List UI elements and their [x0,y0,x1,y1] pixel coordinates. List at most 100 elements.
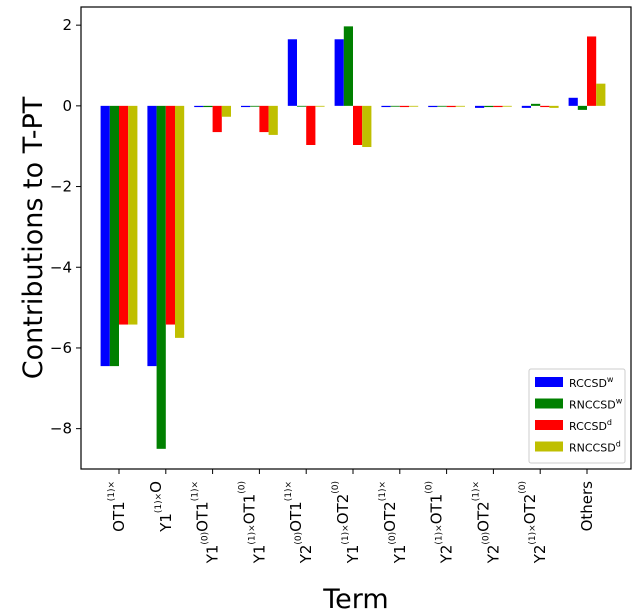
x-tick-label: Y1(1)×OT1(0) [237,481,268,564]
label-part: Y [297,553,315,564]
y-tick-label: −4 [50,258,72,276]
label-part: 1 [194,501,212,511]
bar-1-8 [428,105,438,108]
label-part: 1 [391,545,409,555]
label-part: Y [344,553,362,564]
label-part: Y [250,553,268,564]
bar-1-7 [381,105,391,108]
bar-4-3 [221,105,231,117]
label-superscript: (1)× [191,481,201,501]
label-part: 2 [297,545,315,555]
label-part: 2 [474,501,492,511]
label-part: Y [531,553,549,564]
label-part: 2 [334,494,352,504]
label-part: O [147,481,165,493]
label-superscript: (0) [518,481,528,494]
bar-2-1 [109,105,119,367]
label-part: OT [287,510,305,532]
bar-4-11 [596,83,606,106]
label-superscript: (1)× [154,493,164,513]
label-superscript: (0) [388,532,398,545]
bar-3-4 [259,105,269,133]
legend: RCCSDw RNCCSDw RCCSDd RNCCSDd [528,368,626,464]
label-superscript: (1)× [341,524,351,544]
label-part: 2 [381,501,399,511]
bar-3-1 [119,105,129,325]
label-superscript: (0) [237,481,247,494]
bar-1-6 [334,39,344,106]
y-axis-title: Contributions to T-PT [18,96,49,379]
label-part: OT [521,502,539,524]
bar-1-4 [241,105,251,108]
legend-swatch [535,420,563,430]
legend-label: RCCSDw [569,375,614,390]
legend-label: RNCCSDd [569,440,621,455]
bar-2-2 [156,105,166,449]
bar-3-8 [446,105,456,108]
x-tick-label: OT1(1)× [107,481,128,532]
label-part: 2 [438,545,456,555]
bars-group [100,26,606,449]
label-part: 1 [157,513,175,523]
bar-1-1 [100,105,110,367]
label-part: OT [240,502,258,524]
label-part: OT [381,510,399,532]
label-part: OT [110,510,128,532]
bar-2-8 [437,105,447,107]
bar-3-2 [165,105,175,325]
label-part: 1 [240,494,258,504]
bar-2-9 [484,105,494,108]
label-superscript: (0) [294,532,304,545]
bar-1-5 [287,39,297,106]
x-tick-label: Y1(1)×O [147,481,175,533]
x-axis: OT1(1)×Y1(1)×OY1(0)OT1(1)×Y1(1)×OT1(0)Y2… [107,469,596,564]
x-tick-label: Y1(0)OT1(1)× [191,481,222,564]
bar-1-3 [194,105,204,108]
bar-1-11 [568,97,578,106]
bar-1-2 [147,105,157,367]
x-tick-label: Y2(0)OT2(1)× [471,481,502,564]
bar-4-5 [315,105,325,107]
label-part: Y [484,553,502,564]
label-superscript: (0) [201,532,211,545]
label-part: 2 [531,545,549,555]
label-part: Y [391,553,409,564]
bar-4-4 [268,105,278,135]
label-superscript: (0) [331,481,341,494]
bar-3-11 [587,36,597,106]
bar-2-11 [577,105,587,110]
plot-frame [80,6,632,470]
x-tick-label: Y2(0)OT1(1)× [284,481,315,564]
bar-2-3 [203,105,213,108]
y-tick-label: −6 [50,339,72,357]
bar-3-10 [540,105,550,108]
label-superscript: (0) [425,481,435,494]
bar-2-4 [250,105,260,107]
label-part: OT [194,510,212,532]
bar-2-7 [390,105,400,107]
label-part: 1 [204,545,222,555]
label-part: Others [578,481,596,532]
bar-2-10 [531,103,541,106]
label-part: 1 [344,545,362,555]
bar-4-9 [502,105,512,107]
label-superscript: (1)× [107,481,117,501]
label-part: 1 [110,501,128,511]
legend-label: RNCCSDw [569,397,623,412]
label-superscript: (1)× [435,524,445,544]
bar-1-10 [521,105,531,108]
label-part: OT [428,502,446,524]
bar-3-6 [353,105,363,145]
label-part: 1 [287,501,305,511]
y-axis: 2 0 −2 −4 −6 −8 [50,16,81,438]
label-part: OT [334,502,352,524]
y-tick-label: −8 [50,420,72,438]
label-part: Y [438,553,456,564]
label-part: 2 [521,494,539,504]
label-part: 1 [428,494,446,504]
y-tick-label: 0 [62,97,72,115]
x-tick-label: Y1(0)OT2(1)× [378,481,409,564]
label-superscript: (1)× [528,524,538,544]
legend-frame [528,368,626,464]
